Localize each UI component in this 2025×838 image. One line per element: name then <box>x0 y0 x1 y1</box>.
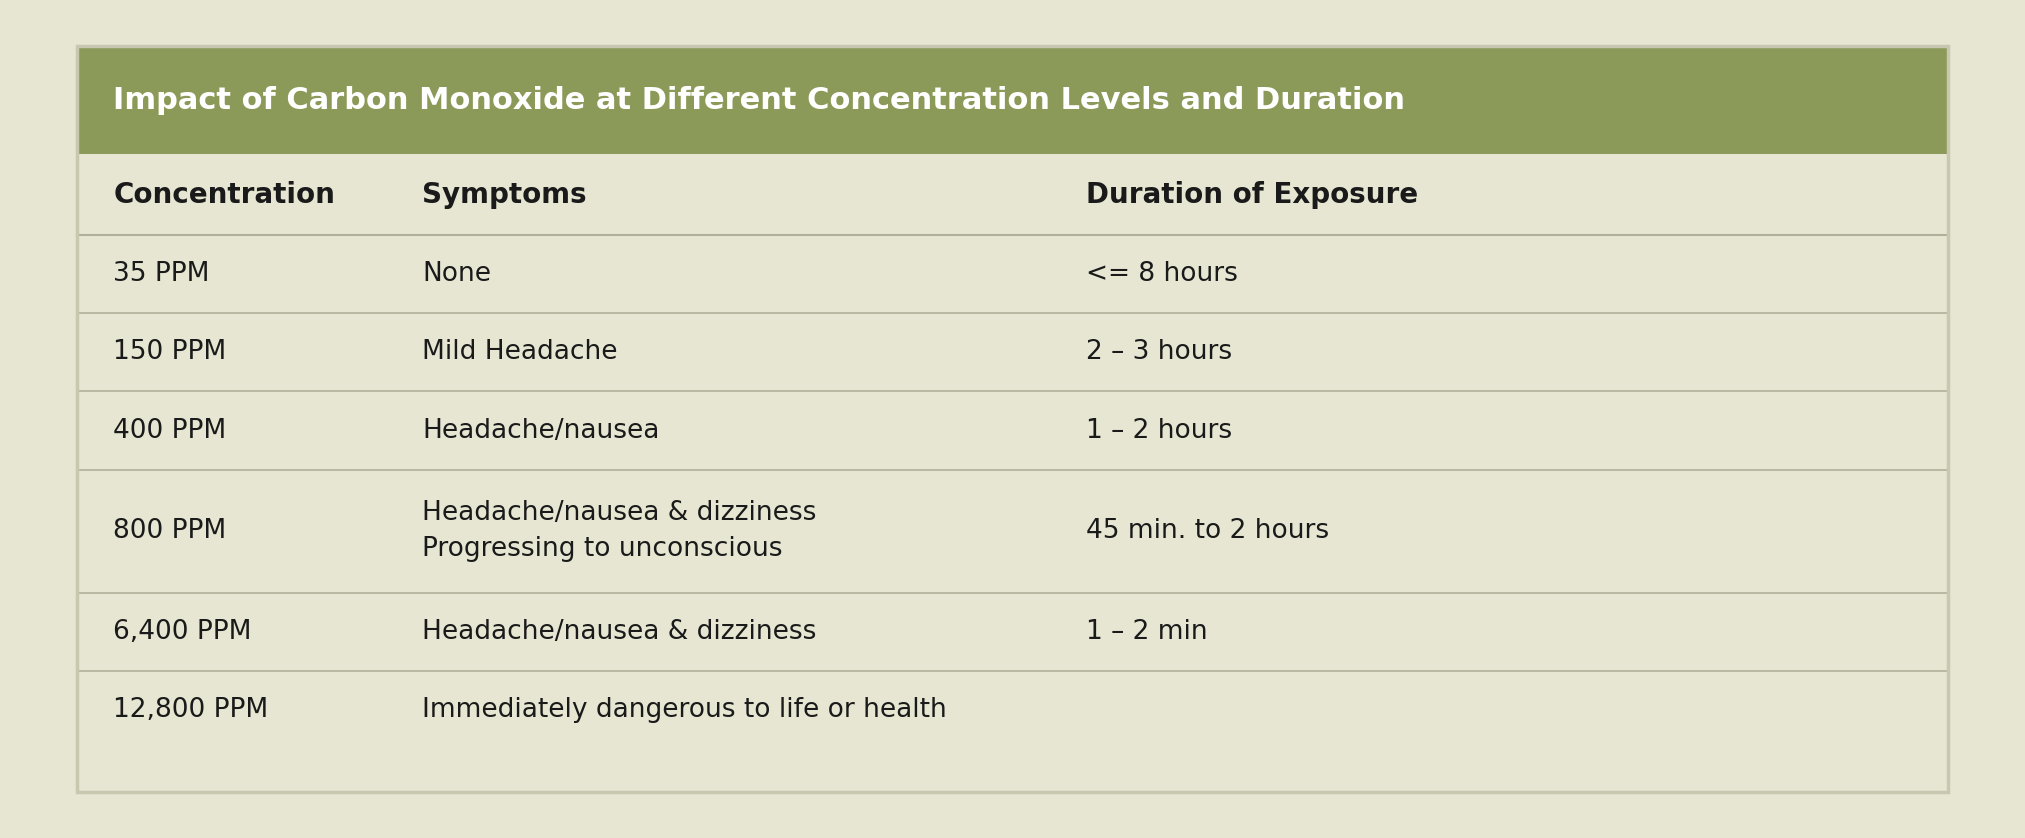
Text: Headache/nausea & dizziness: Headache/nausea & dizziness <box>421 619 816 645</box>
Text: 400 PPM: 400 PPM <box>113 417 227 443</box>
Text: None: None <box>421 261 492 287</box>
Text: Immediately dangerous to life or health: Immediately dangerous to life or health <box>421 697 948 723</box>
Text: Duration of Exposure: Duration of Exposure <box>1085 180 1418 209</box>
Text: Concentration: Concentration <box>113 180 336 209</box>
Text: 6,400 PPM: 6,400 PPM <box>113 619 251 645</box>
Text: Progressing to unconscious: Progressing to unconscious <box>421 536 782 562</box>
Text: 1 – 2 hours: 1 – 2 hours <box>1085 417 1233 443</box>
Bar <box>77 46 1948 792</box>
Text: <= 8 hours: <= 8 hours <box>1085 261 1237 287</box>
Text: 800 PPM: 800 PPM <box>113 518 227 544</box>
Text: Headache/nausea: Headache/nausea <box>421 417 660 443</box>
Bar <box>77 46 1948 792</box>
Bar <box>77 46 1948 154</box>
Text: Symptoms: Symptoms <box>421 180 587 209</box>
Text: 2 – 3 hours: 2 – 3 hours <box>1085 339 1233 365</box>
Text: Mild Headache: Mild Headache <box>421 339 618 365</box>
Text: 1 – 2 min: 1 – 2 min <box>1085 619 1209 645</box>
Text: 150 PPM: 150 PPM <box>113 339 227 365</box>
Text: 35 PPM: 35 PPM <box>113 261 211 287</box>
Text: 45 min. to 2 hours: 45 min. to 2 hours <box>1085 518 1330 544</box>
Text: 12,800 PPM: 12,800 PPM <box>113 697 269 723</box>
Text: Impact of Carbon Monoxide at Different Concentration Levels and Duration: Impact of Carbon Monoxide at Different C… <box>113 85 1405 115</box>
Text: Headache/nausea & dizziness: Headache/nausea & dizziness <box>421 500 816 526</box>
